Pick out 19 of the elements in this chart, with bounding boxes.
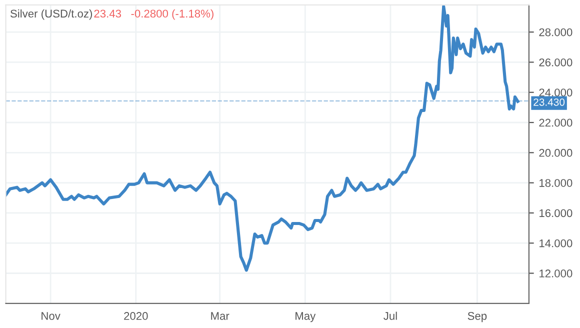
x-tick-label: Mar — [211, 312, 230, 320]
y-tick-label: 16.000 — [540, 209, 572, 218]
chart-title: Silver (USD/t.oz) — [10, 9, 92, 20]
x-tick-label: 2020 — [124, 312, 148, 320]
line-series — [6, 4, 520, 272]
y-tick-label: 22.000 — [539, 118, 572, 127]
y-tick-label: 28.000 — [539, 28, 572, 36]
x-tick-label: Nov — [42, 312, 60, 320]
x-tick-label: Jul — [384, 312, 397, 320]
x-tick-label: Sep — [468, 312, 487, 322]
chart-subtitle: 23.43 -0.2800 (-1.18%) — [94, 9, 214, 20]
y-tick-label: 12.000 — [540, 270, 572, 278]
ref-line-label: 23.430 — [534, 98, 565, 106]
y-tick-label: 18.000 — [540, 179, 572, 187]
y-tick-label: 14.000 — [540, 239, 572, 248]
y-tick-label: 26.000 — [539, 58, 572, 66]
y-tick-label: 24.000 — [539, 88, 572, 96]
y-tick-label: 20.000 — [539, 148, 572, 157]
x-tick-label: May — [296, 312, 316, 322]
